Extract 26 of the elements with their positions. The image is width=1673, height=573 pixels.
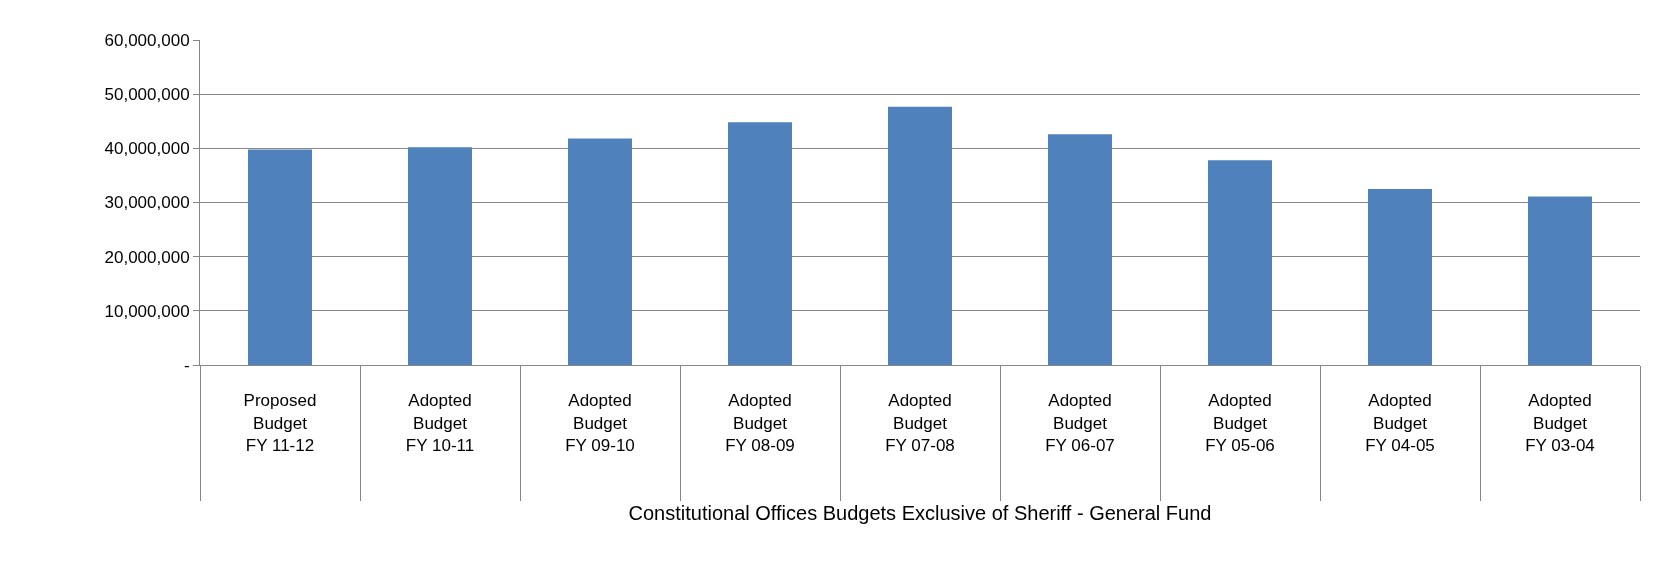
y-tick-label: 30,000,000 <box>104 193 190 213</box>
x-tick-label: Adopted Budget FY 07-08 <box>885 391 955 455</box>
x-tick-label: Adopted Budget FY 04-05 <box>1365 391 1435 455</box>
x-tick-label: Adopted Budget FY 10-11 <box>405 391 475 455</box>
bar <box>1368 188 1432 365</box>
y-tick-label: 20,000,000 <box>104 247 190 267</box>
bar <box>248 149 312 365</box>
y-tick-label: 60,000,000 <box>104 30 190 50</box>
bar <box>888 106 952 365</box>
bar <box>728 122 792 365</box>
bar <box>408 147 472 365</box>
x-tick-label: Proposed Budget FY 11-12 <box>243 391 317 455</box>
x-tick-label: Adopted Budget FY 06-07 <box>1045 391 1115 455</box>
y-tick-label: - <box>183 355 190 375</box>
y-tick-label: 50,000,000 <box>104 85 190 105</box>
x-tick-label: Adopted Budget FY 08-09 <box>725 391 795 455</box>
x-axis-title: Constitutional Offices Budgets Exclusive of Sheriff - General Fund <box>628 502 1212 525</box>
y-tick-label: 40,000,000 <box>104 139 190 159</box>
bar <box>1048 134 1112 365</box>
x-tick-label: Adopted Budget FY 05-06 <box>1205 391 1275 455</box>
x-tick-label: Adopted Budget FY 03-04 <box>1525 391 1595 455</box>
x-tick-label: Adopted Budget FY 09-10 <box>565 391 635 455</box>
bar <box>568 138 632 365</box>
y-tick-label: 10,000,000 <box>104 301 190 321</box>
bar <box>1528 196 1592 365</box>
bar <box>1208 160 1272 365</box>
